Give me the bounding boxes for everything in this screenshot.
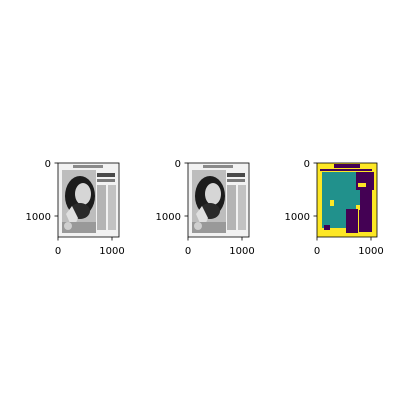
y-tick-label: 0 (304, 159, 310, 170)
x-tick-label: 0 (55, 246, 61, 257)
subplot-2: 0 1000 0 1000 (156, 159, 255, 257)
image-segmentation-mask (317, 163, 377, 237)
x-tick-label: 1000 (229, 246, 254, 257)
subplot-3: 0 1000 0 1000 (285, 159, 384, 257)
y-axis-2: 0 1000 (156, 159, 188, 223)
x-tick-label: 0 (185, 246, 191, 257)
subplot-1: 0 1000 0 1000 (26, 159, 125, 257)
y-tick-label: 1000 (285, 212, 310, 223)
x-tick-label: 0 (314, 246, 320, 257)
y-axis-3: 0 1000 (285, 159, 317, 223)
axes-frame-1 (57, 162, 120, 238)
x-axis-2: 0 1000 (185, 237, 255, 257)
axes-frame-3 (316, 162, 378, 238)
y-tick-label: 1000 (26, 212, 51, 223)
image-magazine-page-2 (188, 163, 249, 237)
x-axis-3: 0 1000 (314, 237, 384, 257)
y-tick-label: 0 (175, 159, 181, 170)
y-axis-1: 0 1000 (26, 159, 58, 223)
axes-frame-2 (187, 162, 250, 238)
x-tick-label: 1000 (358, 246, 383, 257)
x-tick-label: 1000 (99, 246, 124, 257)
y-tick-label: 0 (45, 159, 51, 170)
y-tick-label: 1000 (156, 212, 181, 223)
image-magazine-page-1 (58, 163, 119, 237)
x-axis-1: 0 1000 (55, 237, 125, 257)
